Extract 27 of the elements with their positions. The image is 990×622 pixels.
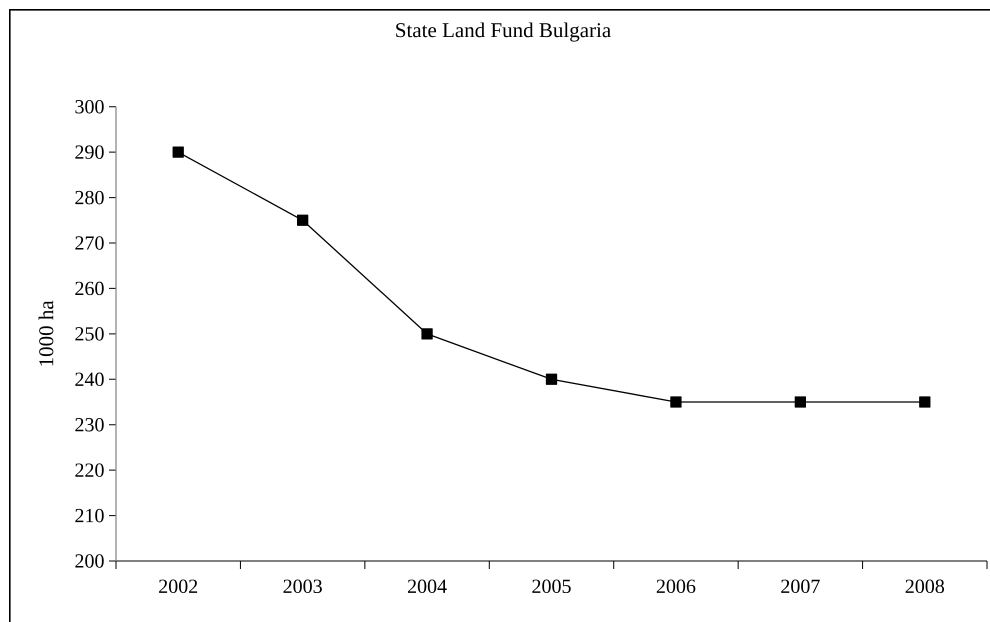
point (546, 374, 558, 385)
y-tick-label: 240 (75, 372, 104, 386)
x-tick-label: 2004 (408, 580, 447, 594)
y-tick-label: 270 (75, 236, 104, 250)
x-tick-label: 2002 (159, 580, 198, 594)
point (172, 146, 184, 158)
y-tick-label: 260 (75, 282, 104, 296)
x-tick-label: 2003 (284, 580, 322, 594)
x-tick-label: 2006 (656, 580, 696, 594)
x-tick-label: 2007 (781, 580, 820, 594)
y-tick-label: 300 (75, 100, 104, 114)
y-tick-label: 200 (75, 554, 104, 568)
x-tick-label: 2005 (532, 580, 571, 594)
point (919, 396, 930, 408)
point (670, 396, 682, 408)
point (794, 396, 806, 408)
y-tick-label: 250 (75, 327, 104, 341)
point (421, 328, 433, 340)
x-tick-label: 2008 (906, 580, 944, 594)
y-axis-title: 1000 ha (38, 300, 54, 366)
chart-title: State Land Fund Bulgaria (396, 22, 611, 42)
y-tick-label: 230 (75, 418, 104, 432)
point (296, 214, 308, 226)
y-tick-label: 210 (75, 508, 104, 522)
y-tick-label: 290 (75, 145, 104, 159)
y-tick-label: 220 (75, 463, 104, 477)
y-tick-label: 280 (75, 190, 104, 204)
